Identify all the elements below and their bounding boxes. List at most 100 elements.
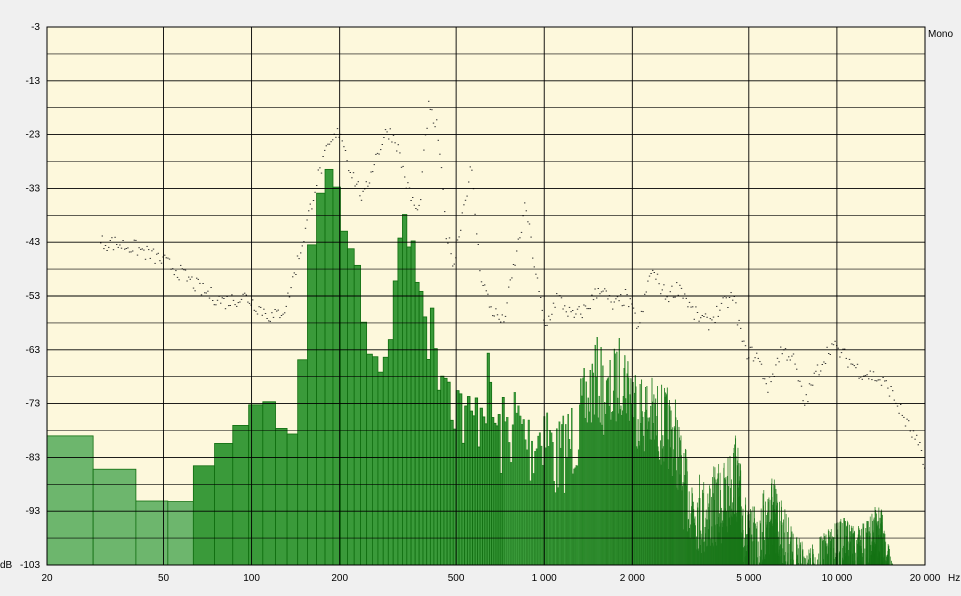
grid <box>46 26 926 566</box>
peak-hold-dot <box>484 284 486 286</box>
peak-hold-dot <box>922 463 924 465</box>
peak-hold-dot <box>423 149 425 151</box>
peak-hold-dot <box>877 379 879 381</box>
peak-hold-dot <box>821 364 823 365</box>
peak-hold-dot <box>658 283 660 285</box>
peak-hold-dot <box>127 247 129 249</box>
peak-hold-dot <box>282 313 284 315</box>
peak-hold-dot <box>104 245 107 246</box>
spectrum-bar <box>553 481 555 566</box>
peak-hold-dot <box>180 264 182 266</box>
peak-hold-dot <box>191 276 193 278</box>
peak-hold-dot <box>101 235 103 237</box>
peak-hold-dot <box>584 305 587 307</box>
peak-hold-dot <box>325 145 327 147</box>
peak-hold-dot <box>695 306 697 308</box>
peak-hold-dot <box>629 298 631 300</box>
spectrum-bar <box>461 442 466 566</box>
peak-hold-dot <box>804 404 806 406</box>
peak-hold-dot <box>380 149 382 151</box>
peak-hold-dot <box>469 166 471 168</box>
peak-hold-dot <box>108 246 110 248</box>
peak-hold-dot <box>519 237 521 239</box>
peak-hold-dot <box>495 308 497 310</box>
peak-hold-dot <box>429 108 431 110</box>
peak-hold-dot <box>143 249 145 251</box>
peak-hold-dot <box>287 292 289 294</box>
peak-hold-dot <box>831 343 833 345</box>
peak-hold-dot <box>698 320 700 322</box>
peak-hold-dot <box>602 290 604 292</box>
peak-hold-dot <box>463 204 465 206</box>
peak-hold-dot <box>292 276 294 278</box>
peak-hold-dot <box>799 380 801 382</box>
y-tick-label: -73 <box>26 399 41 410</box>
peak-hold-dot <box>666 296 668 298</box>
spectrum-bar <box>262 401 276 566</box>
peak-hold-dot <box>596 297 598 299</box>
spectrum-bar <box>307 244 317 566</box>
peak-hold-dot <box>808 383 811 385</box>
peak-hold-dot <box>506 302 508 304</box>
peak-hold-dot <box>525 210 527 212</box>
peak-hold-dot <box>706 316 708 318</box>
peak-hold-dot <box>728 297 731 298</box>
peak-hold-dot <box>138 247 140 249</box>
peak-hold-dot <box>272 316 275 318</box>
peak-hold-dot <box>816 364 819 366</box>
peak-hold-dot <box>712 316 715 318</box>
peak-hold-dot <box>688 301 691 303</box>
peak-hold-dot <box>829 354 831 355</box>
peak-hold-dot <box>687 306 689 308</box>
peak-hold-dot <box>248 302 251 304</box>
peak-hold-dot <box>167 257 169 259</box>
peak-hold-dot <box>288 296 291 298</box>
peak-hold-dot <box>664 298 667 300</box>
y-tick-label: -93 <box>26 506 41 517</box>
peak-hold-dot <box>562 308 564 310</box>
peak-hold-dot <box>882 377 884 378</box>
peak-hold-dot <box>711 319 713 321</box>
spectrum-bar <box>410 240 416 566</box>
x-tick-label: 2 000 <box>620 573 645 584</box>
peak-hold-dot <box>576 308 579 310</box>
peak-hold-dot <box>567 315 569 317</box>
peak-hold-dot <box>869 370 871 372</box>
channel-label: Mono <box>928 29 953 40</box>
peak-hold-dot <box>407 182 409 184</box>
peak-hold-dot <box>418 204 420 206</box>
peak-hold-dot <box>404 176 406 178</box>
y-tick-label: -3 <box>31 22 40 33</box>
peak-hold-dot <box>789 359 791 361</box>
spectrum-bar <box>574 467 576 566</box>
spectrum-bar <box>522 419 525 566</box>
peak-hold-dot <box>524 202 526 204</box>
y-axis: -3 -13 -23 -33 -43 -53 -63 -73 -83 -93 -103 <box>20 22 40 571</box>
peak-hold-dot <box>204 292 206 294</box>
peak-hold-dot <box>445 238 447 240</box>
spectrum-bar <box>527 419 530 566</box>
peak-hold-dot <box>568 306 571 308</box>
spectrum-bar <box>576 465 579 566</box>
spectrum-bar <box>458 393 463 566</box>
spectrum-bar <box>429 307 435 566</box>
peak-hold-dot <box>239 301 241 303</box>
peak-hold-dot <box>482 285 484 286</box>
spectrum-bar <box>426 359 431 566</box>
spectrum-bar <box>555 428 558 566</box>
peak-hold-dot <box>872 371 875 373</box>
spectrum-bar <box>559 447 562 566</box>
peak-hold-dot <box>271 312 273 314</box>
peak-hold-dot <box>903 416 905 418</box>
peak-hold-dot <box>762 378 764 380</box>
spectrum-bar <box>513 392 516 566</box>
peak-hold-dot <box>735 302 737 304</box>
peak-hold-dot <box>186 280 188 282</box>
peak-hold-dot <box>375 153 377 155</box>
spectrum-bar <box>508 442 511 566</box>
peak-hold-dot <box>716 305 718 307</box>
peak-hold-dot <box>168 258 171 260</box>
peak-hold-dot <box>720 302 723 304</box>
peak-hold-dot <box>250 304 252 306</box>
